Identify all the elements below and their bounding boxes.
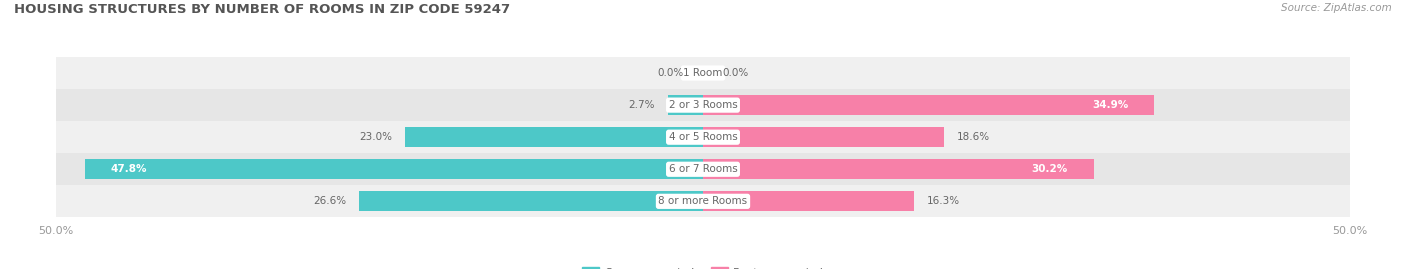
Text: 16.3%: 16.3% (927, 196, 960, 206)
Bar (56, 121, 1350, 153)
Text: HOUSING STRUCTURES BY NUMBER OF ROOMS IN ZIP CODE 59247: HOUSING STRUCTURES BY NUMBER OF ROOMS IN… (14, 3, 510, 16)
Bar (703, 95, 1154, 115)
Bar (56, 57, 1350, 89)
Bar (56, 89, 1350, 121)
Text: 34.9%: 34.9% (1092, 100, 1129, 110)
Bar (56, 153, 1350, 185)
Text: 47.8%: 47.8% (111, 164, 148, 174)
Bar (405, 127, 703, 147)
Text: 6 or 7 Rooms: 6 or 7 Rooms (669, 164, 737, 174)
Text: 8 or more Rooms: 8 or more Rooms (658, 196, 748, 206)
Text: 4 or 5 Rooms: 4 or 5 Rooms (669, 132, 737, 142)
Text: 0.0%: 0.0% (723, 68, 748, 78)
Bar (703, 159, 1094, 179)
Bar (668, 95, 703, 115)
Text: 2 or 3 Rooms: 2 or 3 Rooms (669, 100, 737, 110)
Text: 2.7%: 2.7% (628, 100, 655, 110)
Text: 1 Room: 1 Room (683, 68, 723, 78)
Text: 23.0%: 23.0% (360, 132, 392, 142)
Bar (703, 127, 943, 147)
Bar (359, 192, 703, 211)
Text: 0.0%: 0.0% (658, 68, 683, 78)
Text: 26.6%: 26.6% (314, 196, 346, 206)
Legend: Owner-occupied, Renter-occupied: Owner-occupied, Renter-occupied (578, 263, 828, 269)
Bar (56, 185, 1350, 217)
Text: 18.6%: 18.6% (956, 132, 990, 142)
Bar (703, 192, 914, 211)
Text: Source: ZipAtlas.com: Source: ZipAtlas.com (1281, 3, 1392, 13)
Text: 30.2%: 30.2% (1032, 164, 1067, 174)
Bar (84, 159, 703, 179)
